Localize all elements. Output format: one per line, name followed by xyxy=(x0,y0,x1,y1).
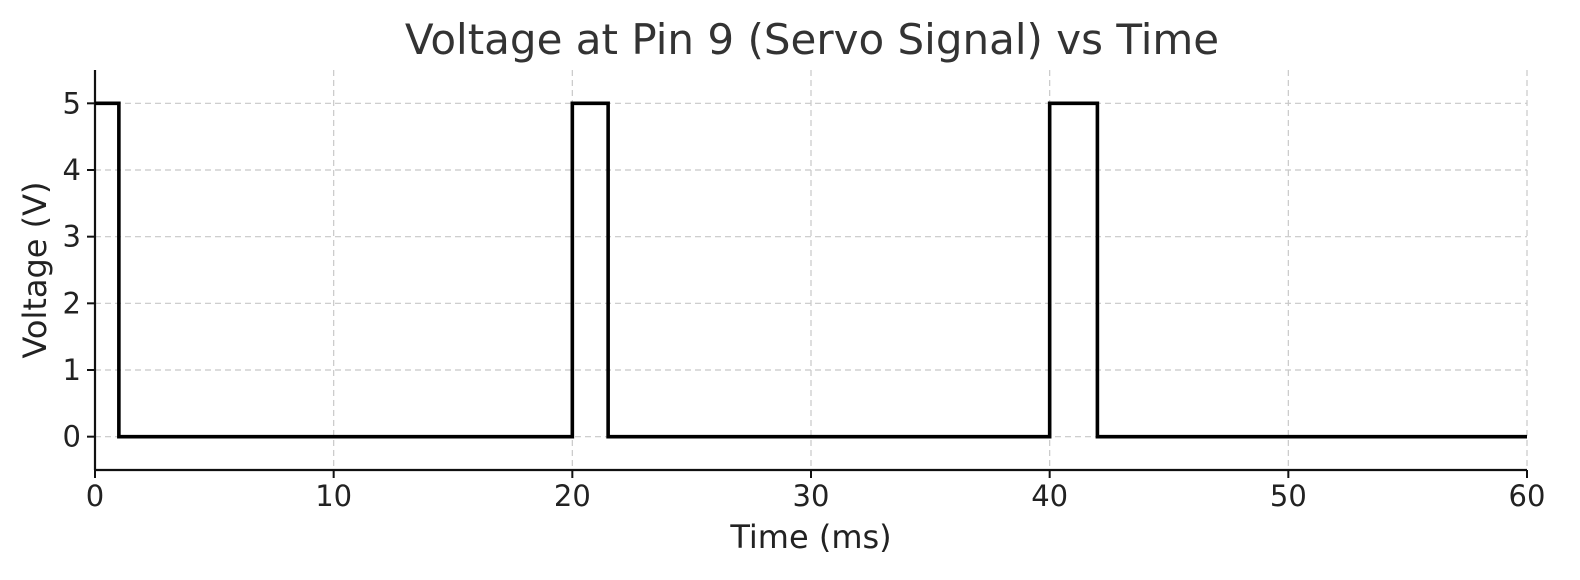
x-axis-label: Time (ms) xyxy=(729,518,891,556)
y-tick-label: 3 xyxy=(63,220,81,254)
x-tick-label: 10 xyxy=(315,479,352,513)
y-tick-label: 2 xyxy=(63,286,81,320)
pin9-voltage-line xyxy=(95,101,1527,439)
x-tick-label: 40 xyxy=(1031,479,1068,513)
x-tick-label: 50 xyxy=(1270,479,1307,513)
y-axis-label: Voltage (V) xyxy=(16,181,54,358)
x-tick-label: 20 xyxy=(554,479,591,513)
y-tick-label: 1 xyxy=(63,353,81,387)
y-tick-label: 0 xyxy=(63,420,81,454)
ticks: 0 10 20 30 40 50 60 0 1 2 3 4 5 xyxy=(63,86,1546,513)
chart-title: Voltage at Pin 9 (Servo Signal) vs Time xyxy=(405,15,1219,64)
x-tick-label: 30 xyxy=(793,479,830,513)
x-tick-label: 0 xyxy=(86,479,104,513)
y-tick-label: 4 xyxy=(63,153,81,187)
x-tick-label: 60 xyxy=(1509,479,1546,513)
gridlines xyxy=(95,70,1528,470)
y-tick-label: 5 xyxy=(63,86,81,120)
series xyxy=(95,101,1527,439)
